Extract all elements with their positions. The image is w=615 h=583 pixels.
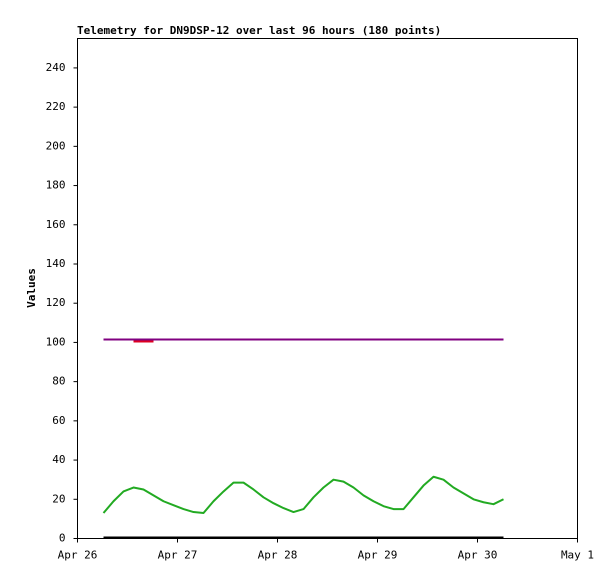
y-tick-label: 240 bbox=[46, 61, 66, 74]
y-tick-label: 140 bbox=[46, 257, 66, 270]
series-line bbox=[102, 475, 504, 515]
y-tick-label: 0 bbox=[59, 532, 66, 545]
y-tick-label: 220 bbox=[46, 100, 66, 113]
x-tick-label: Apr 27 bbox=[158, 549, 198, 562]
y-axis-label: Values bbox=[25, 268, 38, 308]
x-tick-label: Apr 28 bbox=[258, 549, 298, 562]
y-tick-label: 60 bbox=[52, 414, 65, 427]
y-tick-label: 200 bbox=[46, 139, 66, 152]
x-tick-label: Apr 30 bbox=[458, 549, 498, 562]
y-tick-label: 80 bbox=[52, 375, 65, 388]
chart-title: Telemetry for DN9DSP-12 over last 96 hou… bbox=[77, 24, 441, 37]
y-tick-label: 120 bbox=[46, 296, 66, 309]
x-tick-label: May 1 bbox=[561, 549, 594, 562]
y-tick-label: 180 bbox=[46, 179, 66, 192]
x-tick-label: Apr 29 bbox=[358, 549, 398, 562]
y-tick-label: 20 bbox=[52, 492, 65, 505]
y-tick-label: 100 bbox=[46, 335, 66, 348]
y-tick-label: 160 bbox=[46, 218, 66, 231]
x-tick-label: Apr 26 bbox=[58, 549, 98, 562]
y-tick-label: 40 bbox=[52, 453, 65, 466]
